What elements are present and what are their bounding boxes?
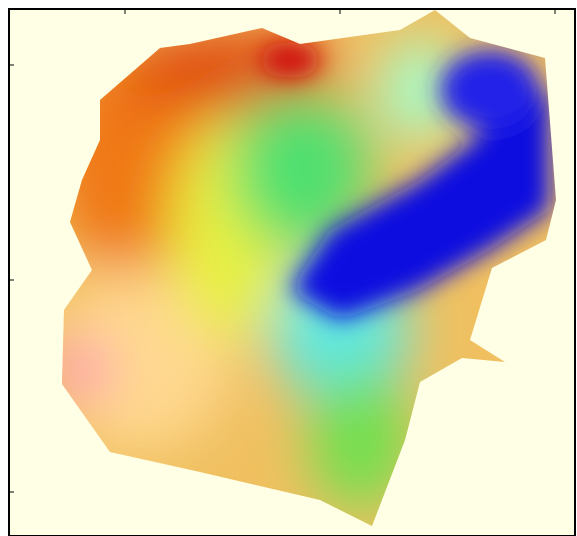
zone-peak [260, 42, 320, 78]
zone-peach [62, 270, 230, 450]
ticks [9, 9, 556, 493]
zone-blue [290, 90, 550, 320]
zone-blue-north [440, 50, 540, 130]
zone-green [230, 90, 370, 250]
zone-green-south [310, 370, 410, 510]
zone-pink [62, 340, 105, 400]
zone-light [380, 40, 460, 140]
basin-shading [260, 42, 550, 320]
